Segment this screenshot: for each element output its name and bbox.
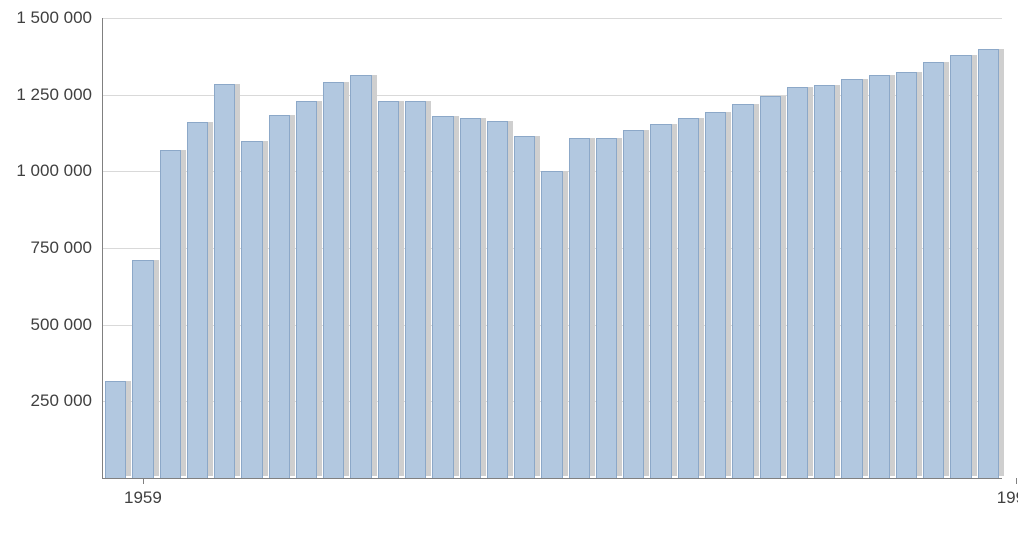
y-axis-label: 1 250 000 (0, 85, 92, 105)
bar (405, 101, 426, 478)
plot-area: 250 000500 000750 0001 000 0001 250 0001… (102, 18, 1002, 478)
bar (623, 130, 644, 478)
y-axis-label: 1 000 000 (0, 161, 92, 181)
bar (923, 62, 944, 478)
y-axis-line (102, 18, 103, 478)
bar (732, 104, 753, 478)
bar (378, 101, 399, 478)
x-axis-line (102, 478, 1002, 479)
bar (841, 79, 862, 478)
bar (132, 260, 153, 478)
x-axis-tick (1016, 478, 1017, 484)
bar (569, 138, 590, 478)
bar (650, 124, 671, 478)
bar (896, 72, 917, 478)
bar (541, 171, 562, 478)
x-axis-label: 1959 (124, 488, 162, 508)
bar (514, 136, 535, 478)
bar (241, 141, 262, 478)
bar (950, 55, 971, 478)
y-axis-label: 750 000 (0, 238, 92, 258)
bar (323, 82, 344, 478)
bar (214, 84, 235, 478)
y-axis-label: 1 500 000 (0, 8, 92, 28)
bar (187, 122, 208, 478)
x-axis-label: 1991 (997, 488, 1018, 508)
bar (296, 101, 317, 478)
bar (678, 118, 699, 478)
bar (814, 85, 835, 478)
bar (160, 150, 181, 478)
bar (350, 75, 371, 478)
bar (978, 49, 999, 478)
bar (269, 115, 290, 478)
bar-chart: 250 000 500 000 750 000 1 000 000 1 250 000 1… (0, 0, 1018, 536)
y-axis-label: 500 000 (0, 315, 92, 335)
gridline (102, 18, 1002, 19)
bar (760, 96, 781, 478)
bar (487, 121, 508, 478)
y-axis-label: 250 000 (0, 391, 92, 411)
bar (787, 87, 808, 478)
bar (705, 112, 726, 478)
bar (869, 75, 890, 478)
bar (432, 116, 453, 478)
bar (105, 381, 126, 478)
bar (596, 138, 617, 478)
x-axis-tick (143, 478, 144, 484)
bar (460, 118, 481, 478)
